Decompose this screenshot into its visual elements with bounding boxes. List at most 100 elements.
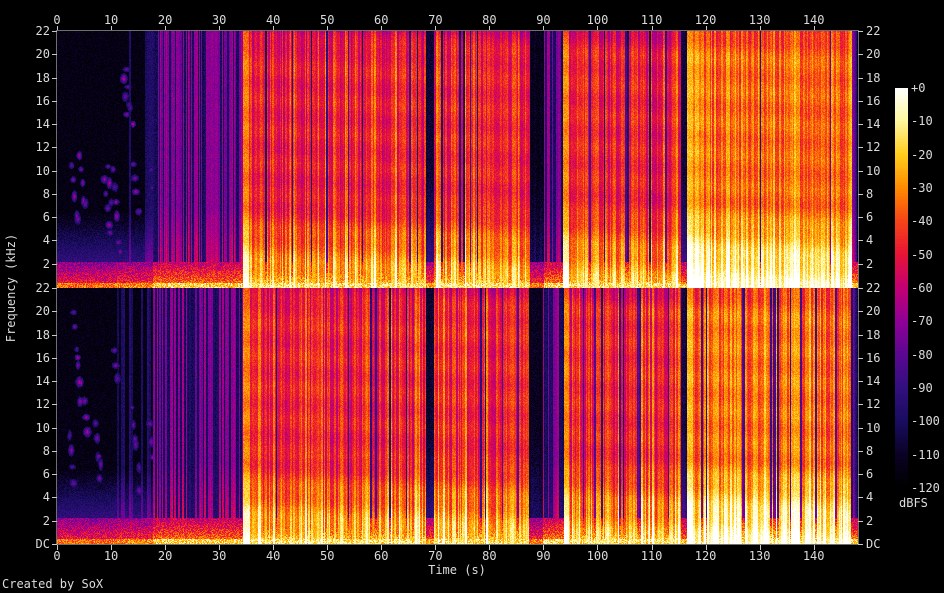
x-tick-label: 0 bbox=[53, 549, 61, 563]
x-tick-mark bbox=[435, 545, 437, 550]
colorbar-tick-label: +0 bbox=[911, 81, 926, 95]
colorbar-tick-label: -60 bbox=[911, 281, 933, 295]
x-tick-label: 130 bbox=[748, 549, 771, 563]
colorbar-tick-label: -80 bbox=[911, 347, 933, 362]
colorbar-tick-label: -10 bbox=[911, 114, 933, 129]
y-tick-label: 4 bbox=[866, 233, 874, 248]
x-tick-label: 30 bbox=[211, 13, 227, 27]
y-tick-mark bbox=[858, 497, 863, 499]
x-tick-label: 20 bbox=[157, 549, 173, 563]
y-tick-mark bbox=[52, 217, 57, 219]
y-tick-mark bbox=[858, 31, 863, 32]
y-tick-label: 8 bbox=[42, 443, 50, 458]
x-tick-label: 130 bbox=[748, 13, 771, 27]
colorbar-tick-label: -30 bbox=[911, 181, 933, 195]
y-tick-label: 14 bbox=[866, 374, 881, 389]
y-tick-label: 10 bbox=[35, 163, 50, 178]
x-tick-mark bbox=[111, 26, 113, 31]
y-tick-label: 20 bbox=[866, 304, 881, 319]
x-tick-mark bbox=[219, 545, 221, 550]
colorbar-tick-label: -120 bbox=[911, 481, 940, 495]
y-tick-mark bbox=[858, 217, 863, 219]
y-tick-mark bbox=[52, 404, 57, 406]
y-tick-mark bbox=[858, 54, 863, 56]
y-tick-label: 14 bbox=[866, 117, 881, 132]
y-tick-mark bbox=[52, 124, 57, 126]
x-tick-label: 20 bbox=[157, 13, 173, 27]
x-tick-label: 60 bbox=[374, 549, 389, 563]
x-tick-mark bbox=[543, 26, 545, 31]
x-tick-mark bbox=[813, 545, 815, 550]
x-tick-mark bbox=[165, 26, 167, 31]
y-tick-mark bbox=[52, 357, 57, 359]
y-tick-label: 4 bbox=[42, 490, 50, 505]
y-tick-label: 10 bbox=[866, 163, 881, 178]
colorbar-tick-label: -20 bbox=[911, 147, 933, 162]
colorbar bbox=[895, 88, 908, 488]
y-tick-mark bbox=[858, 357, 863, 359]
y-tick-mark bbox=[52, 334, 57, 336]
x-axis-title: Time (s) bbox=[428, 563, 486, 577]
y-tick-label: 18 bbox=[866, 327, 881, 342]
x-tick-label: 110 bbox=[640, 549, 663, 563]
x-tick-mark bbox=[111, 545, 113, 550]
y-tick-mark bbox=[52, 54, 57, 56]
colorbar-unit-label: dBFS bbox=[899, 496, 928, 510]
x-tick-mark bbox=[273, 26, 275, 31]
y-tick-label: 22 bbox=[35, 281, 50, 295]
x-tick-label: 80 bbox=[482, 549, 497, 563]
y-tick-label: 4 bbox=[42, 233, 50, 248]
y-tick-mark bbox=[858, 288, 863, 289]
x-tick-mark bbox=[489, 26, 491, 31]
colorbar-tick-label: -70 bbox=[911, 314, 933, 329]
x-tick-mark bbox=[813, 26, 815, 31]
y-tick-label: 20 bbox=[35, 47, 50, 62]
y-tick-mark bbox=[858, 77, 863, 79]
y-tick-mark bbox=[52, 381, 57, 383]
y-tick-mark bbox=[858, 474, 863, 476]
y-tick-mark bbox=[858, 404, 863, 406]
y-tick-mark bbox=[858, 334, 863, 336]
x-tick-label: 140 bbox=[802, 549, 825, 563]
y-tick-mark bbox=[52, 427, 57, 429]
y-tick-mark bbox=[52, 474, 57, 476]
x-tick-label: 70 bbox=[428, 549, 443, 563]
y-tick-mark bbox=[52, 77, 57, 79]
y-tick-mark bbox=[52, 31, 57, 32]
y-tick-mark bbox=[52, 193, 57, 195]
x-tick-mark bbox=[651, 26, 653, 31]
x-tick-label: 100 bbox=[586, 549, 609, 563]
x-tick-mark bbox=[651, 545, 653, 550]
y-tick-mark bbox=[858, 100, 863, 102]
y-tick-label: 10 bbox=[866, 420, 881, 435]
y-tick-label: 6 bbox=[42, 467, 50, 482]
y-tick-label: DC bbox=[35, 537, 50, 551]
colorbar-tick-label: -50 bbox=[911, 247, 933, 262]
y-tick-label: 12 bbox=[35, 140, 50, 155]
y-tick-label: 16 bbox=[866, 93, 881, 108]
y-tick-label: 20 bbox=[866, 47, 881, 62]
x-tick-mark bbox=[165, 545, 167, 550]
colorbar-tick-label: -110 bbox=[911, 447, 940, 462]
y-tick-label: 8 bbox=[866, 443, 874, 458]
y-tick-label: 8 bbox=[866, 186, 874, 201]
y-tick-label: 22 bbox=[35, 24, 50, 38]
y-tick-mark bbox=[52, 544, 57, 545]
y-tick-label: 18 bbox=[35, 327, 50, 342]
x-tick-mark bbox=[597, 545, 599, 550]
x-tick-mark bbox=[273, 545, 275, 550]
x-tick-mark bbox=[705, 26, 707, 31]
x-tick-label: 110 bbox=[640, 13, 663, 27]
y-tick-label: 2 bbox=[866, 513, 874, 528]
y-tick-mark bbox=[858, 193, 863, 195]
x-tick-mark bbox=[489, 545, 491, 550]
y-tick-label: 4 bbox=[866, 490, 874, 505]
x-tick-label: 100 bbox=[586, 13, 609, 27]
spectrogram-channel-2 bbox=[57, 288, 858, 544]
y-tick-mark bbox=[858, 520, 863, 522]
x-tick-mark bbox=[543, 545, 545, 550]
y-tick-mark bbox=[858, 124, 863, 126]
colorbar-tick-label: -90 bbox=[911, 381, 933, 395]
y-tick-label: 22 bbox=[866, 281, 881, 295]
